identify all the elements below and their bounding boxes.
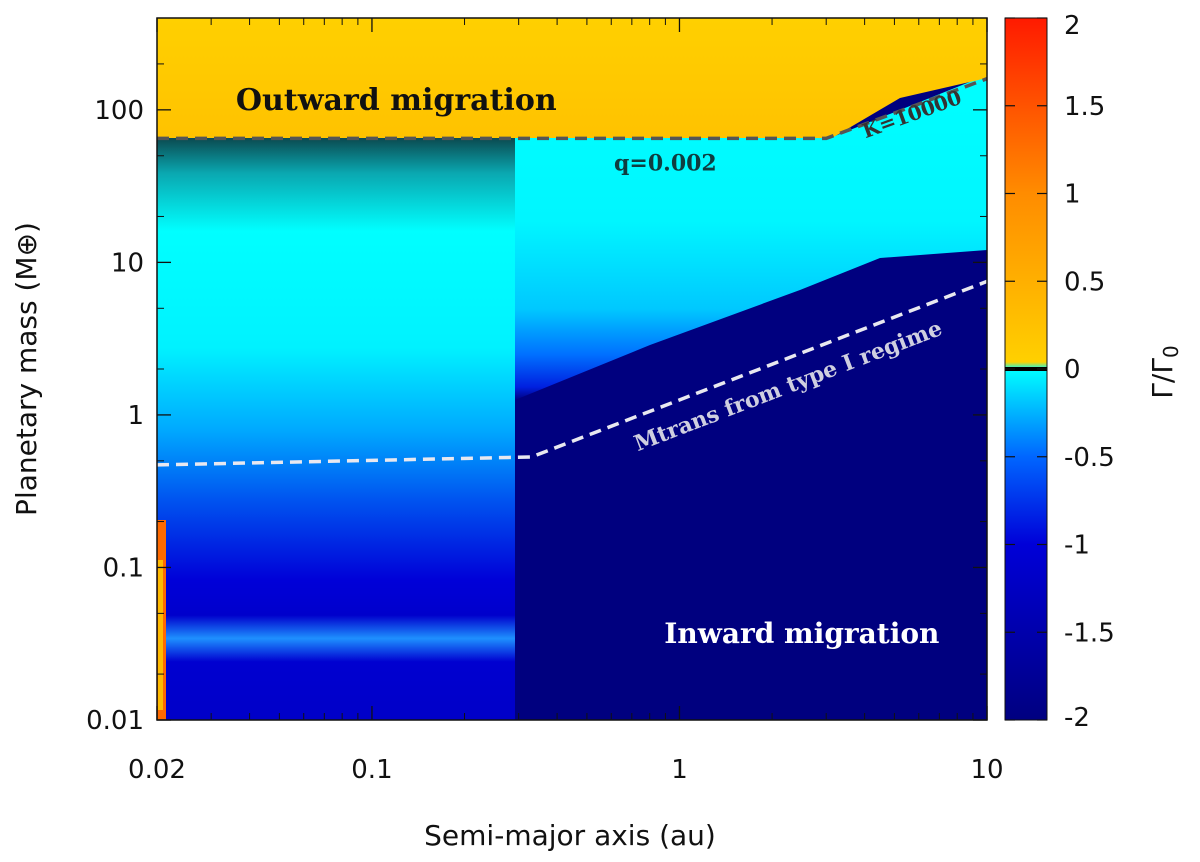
colorbar-tick-label: 2 [1064,11,1081,41]
colorbar-tick-label: 0 [1064,355,1081,385]
colorbar-title-sub: 0 [1159,345,1183,358]
inner-edge-hot-core [158,560,163,710]
y-tick-label: 10 [111,248,144,278]
y-tick-label: 1 [127,401,144,431]
outward-migration-zone [157,18,987,138]
x-tick-label: 0.02 [128,755,186,785]
heatmap-outer-region [515,75,987,400]
curve-q-0002 [157,77,988,141]
label-outward-migration: Outward migration [236,83,557,118]
y-axis: 0.01 0.1 1 10 100 [86,63,987,736]
colorbar-tick-label: 1 [1064,180,1081,210]
y-tick-label: 100 [94,96,144,126]
colorbar-tick-label: 1.5 [1064,92,1105,122]
label-inward-migration: Inward migration [664,617,939,650]
colorbar-tick-label: -0.5 [1064,443,1115,473]
label-q: q=0.002 [614,151,717,177]
x-axis: 0.02 0.1 1 10 [128,18,1004,785]
colorbar-title-main: Γ/Γ [1146,358,1179,399]
colorbar-title: Γ/Γ0 [1146,345,1183,398]
x-tick-label: 0.1 [351,755,392,785]
y-tick-label: 0.1 [103,553,144,583]
heatmap-inner-region [157,138,515,720]
heatmap-area [157,18,987,720]
curve-mtrans [156,279,988,467]
x-tick-label: 10 [970,755,1003,785]
y-axis-title: Planetary mass (M⊕) [10,222,43,516]
x-tick-label: 1 [671,755,688,785]
colorbar-tick-label: -2 [1064,703,1090,733]
x-axis-title: Semi-major axis (au) [424,819,716,852]
curves-layer [156,77,988,467]
colorbar-ticks: 2 1.5 1 0.5 0 -0.5 -1 -1.5 -2 [1005,11,1115,733]
colorbar: 21.510.50-0.5-1-1.5-2 Γ/Γ0 [1004,11,1183,733]
colorbar-tick-label: -1 [1064,531,1090,561]
y-tick-label: 0.01 [86,706,144,736]
colorbar-tick-label: 0.5 [1064,267,1105,297]
colorbar-tick-label: -1.5 [1064,618,1115,648]
